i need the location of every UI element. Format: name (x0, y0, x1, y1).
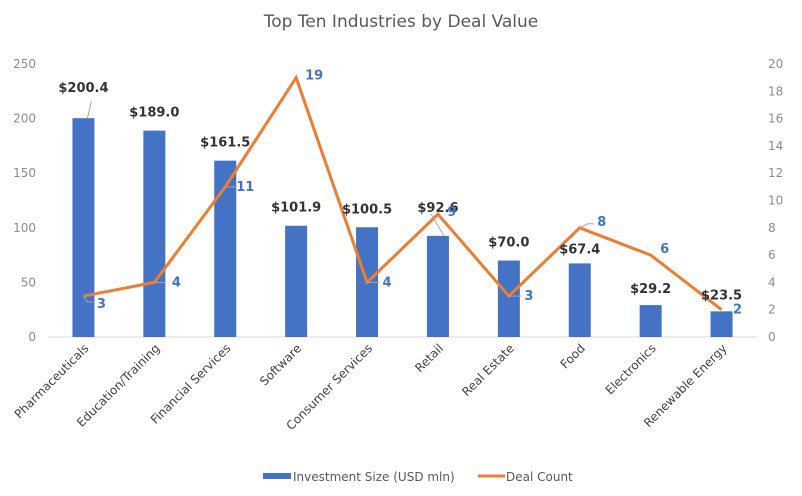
left-axis-tick: 100 (13, 221, 36, 235)
bar-data-label: $161.5 (200, 136, 250, 151)
line-data-labels: 3 4 11 19 4 9 3 8 6 2 (97, 69, 742, 318)
x-axis-label: Retail (412, 341, 446, 375)
left-axis-tick: 200 (13, 112, 36, 126)
x-axis-labels: PharmaceuticalsEducation/TrainingFinanci… (12, 341, 730, 433)
leader-line (86, 101, 92, 119)
bar-data-label: $200.4 (58, 81, 108, 96)
bar-data-labels: $200.4 $189.0 $161.5 $101.9 $100.5 $92.6 $70.0… (58, 81, 742, 303)
line-data-label: 2 (733, 303, 742, 318)
line-data-label: 3 (524, 289, 533, 304)
bar (214, 160, 237, 337)
right-axis-tick: 14 (768, 139, 783, 153)
line-data-label: 9 (447, 205, 456, 220)
left-axis-tick: 50 (21, 275, 36, 289)
bar (285, 225, 308, 337)
x-axis-label: Software (257, 341, 304, 388)
bar (568, 263, 591, 337)
bar-series (72, 118, 733, 337)
bar (639, 305, 662, 337)
right-axis-tick: 16 (768, 112, 783, 126)
left-axis-tick: 150 (13, 166, 36, 180)
line-data-label: 3 (97, 297, 106, 312)
leader-lines (83, 101, 594, 303)
left-axis-tick: 0 (28, 330, 36, 344)
line-series (83, 74, 723, 311)
bar-data-label: $70.0 (488, 236, 529, 251)
right-axis-tick: 20 (768, 57, 783, 71)
deal-count-line (83, 74, 723, 311)
line-data-label: 11 (236, 180, 254, 195)
bar-data-label: $101.9 (271, 201, 321, 216)
line-data-label: 4 (172, 275, 181, 290)
bar (710, 311, 733, 337)
x-axis-label: Real Estate (459, 341, 517, 399)
left-axis: 0 50 100 150 200 250 (13, 57, 36, 344)
right-axis-tick: 6 (768, 248, 776, 262)
bar-data-label: $67.4 (559, 242, 600, 257)
line-data-label: 8 (597, 215, 606, 230)
line-data-label: 6 (660, 242, 669, 257)
legend: Investment Size (USD mln) Deal Count (263, 470, 573, 484)
right-axis-tick: 18 (768, 84, 783, 98)
chart-title: Top Ten Industries by Deal Value (263, 12, 539, 32)
bar (497, 260, 520, 337)
right-axis-tick: 0 (768, 330, 776, 344)
bar (72, 118, 95, 337)
bar-data-label: $100.5 (342, 202, 392, 217)
left-axis-tick: 250 (13, 57, 36, 71)
right-axis-tick: 10 (768, 194, 783, 208)
x-axis-label: Electronics (603, 341, 659, 397)
right-axis-tick: 12 (768, 166, 783, 180)
right-axis: 0 2 4 6 8 10 12 14 16 18 20 (768, 57, 783, 344)
legend-label-investment: Investment Size (USD mln) (293, 470, 455, 484)
bar-data-label: $29.2 (630, 282, 671, 297)
bar-data-label: $189.0 (129, 106, 179, 121)
legend-label-deal-count: Deal Count (506, 470, 573, 484)
right-axis-tick: 4 (768, 275, 776, 289)
leader-line (579, 223, 594, 229)
bar-data-label: $92.6 (417, 201, 458, 216)
bar (143, 130, 166, 337)
line-data-label: 19 (305, 69, 323, 84)
x-axis-label: Food (558, 341, 588, 371)
right-axis-tick: 2 (768, 303, 776, 317)
bar (426, 235, 449, 337)
legend-swatch-investment (263, 473, 291, 479)
leader-line (83, 295, 94, 303)
bar-data-label: $23.5 (701, 288, 742, 303)
right-axis-tick: 8 (768, 221, 776, 235)
leader-line (430, 213, 445, 237)
line-data-label: 4 (383, 275, 392, 290)
x-axis-label: Financial Services (148, 341, 234, 427)
x-axis-label: Pharmaceuticals (12, 341, 92, 421)
